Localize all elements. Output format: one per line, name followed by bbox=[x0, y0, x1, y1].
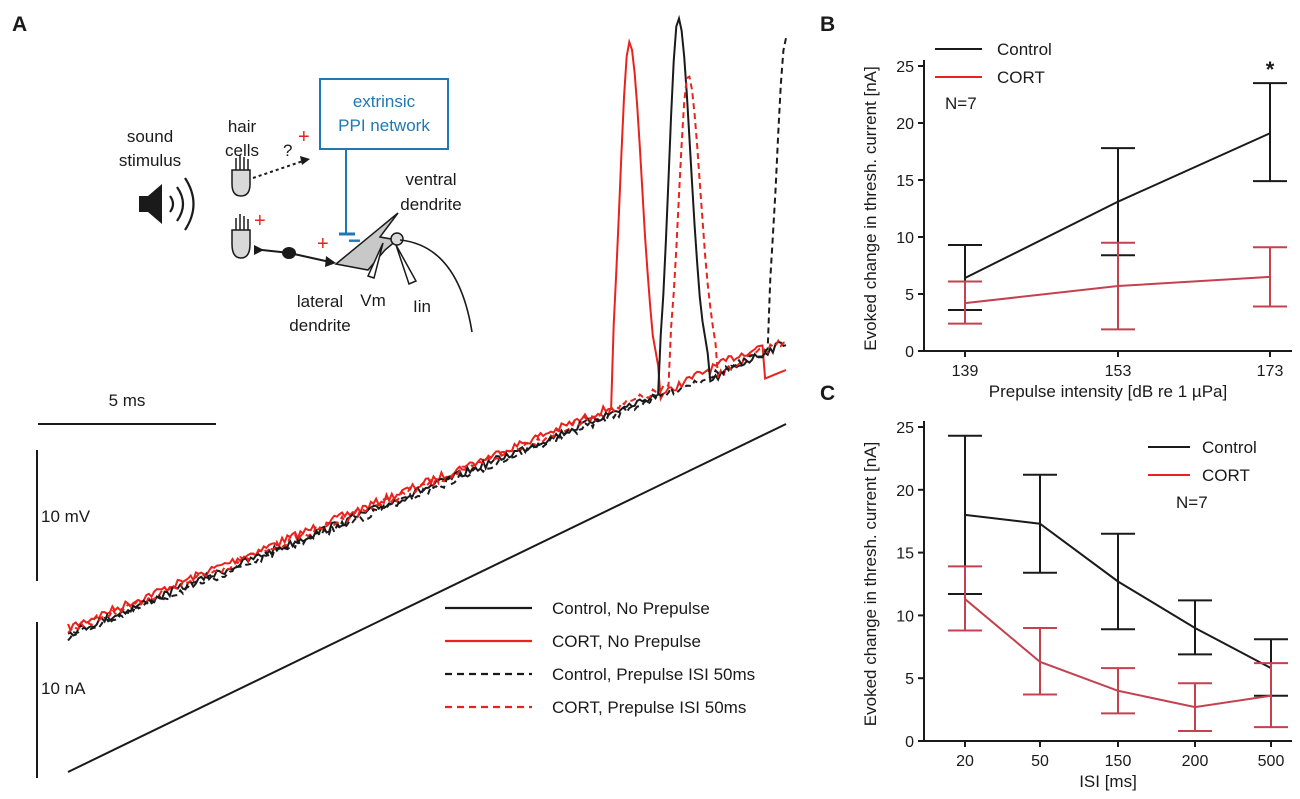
vm-label: Vm bbox=[360, 291, 386, 310]
lateral-dendrite-label-2: dendrite bbox=[289, 316, 350, 335]
y-tick-label: 25 bbox=[896, 59, 914, 76]
current-scalebar-label: 10 nA bbox=[41, 679, 86, 698]
chart-c: 0 5 10 15 20 25 20 50 150 200 500 ISI [ms] Evoked ch… bbox=[861, 420, 1292, 791]
x-axis-label: Prepulse intensity [dB re 1 µPa] bbox=[989, 382, 1227, 401]
excitatory-plus-2: + bbox=[254, 210, 266, 232]
sound-stimulus-label-2: stimulus bbox=[119, 151, 181, 170]
legend-a: Control, No Prepulse CORT, No Prepulse Con… bbox=[445, 599, 755, 717]
question-mark: ? bbox=[283, 141, 292, 160]
y-tick-label: 10 bbox=[896, 230, 914, 247]
ventral-dendrite-label-2: dendrite bbox=[400, 195, 461, 214]
significance-marker: * bbox=[1266, 57, 1275, 82]
hair-cell-icon bbox=[231, 155, 251, 197]
legend-a-label: Control, Prepulse ISI 50ms bbox=[552, 665, 755, 684]
sound-stimulus-label-1: sound bbox=[127, 127, 173, 146]
y-tick-label: 15 bbox=[896, 546, 914, 563]
trace-cort-prepulse-isi-50ms bbox=[67, 75, 787, 634]
x-tick-label: 20 bbox=[956, 753, 974, 770]
electrode-iin bbox=[395, 244, 418, 286]
y-tick-label: 15 bbox=[896, 173, 914, 190]
n-label: N=7 bbox=[945, 94, 977, 113]
hair-cells-label-1: hair bbox=[228, 117, 257, 136]
legend-a-label: Control, No Prepulse bbox=[552, 599, 710, 618]
y-tick-label: 20 bbox=[896, 483, 914, 500]
speaker-icon bbox=[139, 177, 195, 231]
y-axis-label: Evoked change in thresh. current [nA] bbox=[861, 442, 880, 726]
hair-cell-icon bbox=[231, 214, 251, 259]
ppi-network-label-2: PPI network bbox=[338, 116, 430, 135]
current-ramp bbox=[67, 423, 787, 773]
iin-label: Iin bbox=[413, 297, 431, 316]
ppi-network-label-1: extrinsic bbox=[353, 92, 416, 111]
excitatory-plus-1: + bbox=[298, 126, 310, 148]
panel-label-a: A bbox=[12, 13, 27, 36]
time-scalebar-label: 5 ms bbox=[109, 391, 146, 410]
chart-b: 0 5 10 15 20 25 139 153 173 Prepulse intensity [d… bbox=[861, 40, 1292, 401]
y-axis-label: Evoked change in thresh. current [nA] bbox=[861, 66, 880, 350]
y-tick-label: 0 bbox=[905, 734, 914, 751]
legend-c-label: Control bbox=[1202, 438, 1257, 457]
electrode-vm bbox=[366, 242, 384, 279]
y-tick-label: 0 bbox=[905, 344, 914, 361]
x-tick-label: 153 bbox=[1105, 363, 1132, 380]
x-tick-label: 50 bbox=[1031, 753, 1049, 770]
traces bbox=[67, 14, 787, 773]
y-tick-label: 10 bbox=[896, 608, 914, 625]
voltage-scalebar-label: 10 mV bbox=[41, 507, 91, 526]
schematic: sound stimulus hair cells ? + bbox=[119, 78, 473, 335]
x-tick-label: 200 bbox=[1182, 753, 1209, 770]
legend-a-label: CORT, Prepulse ISI 50ms bbox=[552, 698, 746, 717]
legend-b-label: Control bbox=[997, 40, 1052, 59]
x-tick-label: 139 bbox=[952, 363, 979, 380]
ppi-network-box bbox=[319, 78, 449, 150]
panel-label-c: C bbox=[820, 382, 835, 405]
panel-label-b: B bbox=[820, 13, 835, 36]
trace-cort-no-prepulse bbox=[67, 38, 787, 633]
legend-c-label: CORT bbox=[1202, 466, 1250, 485]
scale-bars: 5 ms 10 mV 10 nA bbox=[36, 391, 216, 778]
x-tick-label: 150 bbox=[1105, 753, 1132, 770]
y-tick-label: 5 bbox=[905, 287, 914, 304]
excitatory-plus-3: + bbox=[317, 233, 329, 255]
ventral-dendrite-label-1: ventral bbox=[405, 170, 456, 189]
n-label: N=7 bbox=[1176, 493, 1208, 512]
y-tick-label: 25 bbox=[896, 420, 914, 437]
trace-control-prepulse-isi-50ms bbox=[67, 37, 787, 642]
x-tick-label: 173 bbox=[1257, 363, 1284, 380]
lateral-dendrite-label-1: lateral bbox=[297, 292, 343, 311]
legend-a-label: CORT, No Prepulse bbox=[552, 632, 701, 651]
x-axis-label: ISI [ms] bbox=[1079, 772, 1137, 791]
legend-b-label: CORT bbox=[997, 68, 1045, 87]
hair-cells-label-2: cells bbox=[225, 141, 259, 160]
axon bbox=[399, 239, 473, 333]
y-tick-label: 20 bbox=[896, 116, 914, 133]
x-tick-label: 500 bbox=[1258, 753, 1285, 770]
y-tick-label: 5 bbox=[905, 671, 914, 688]
